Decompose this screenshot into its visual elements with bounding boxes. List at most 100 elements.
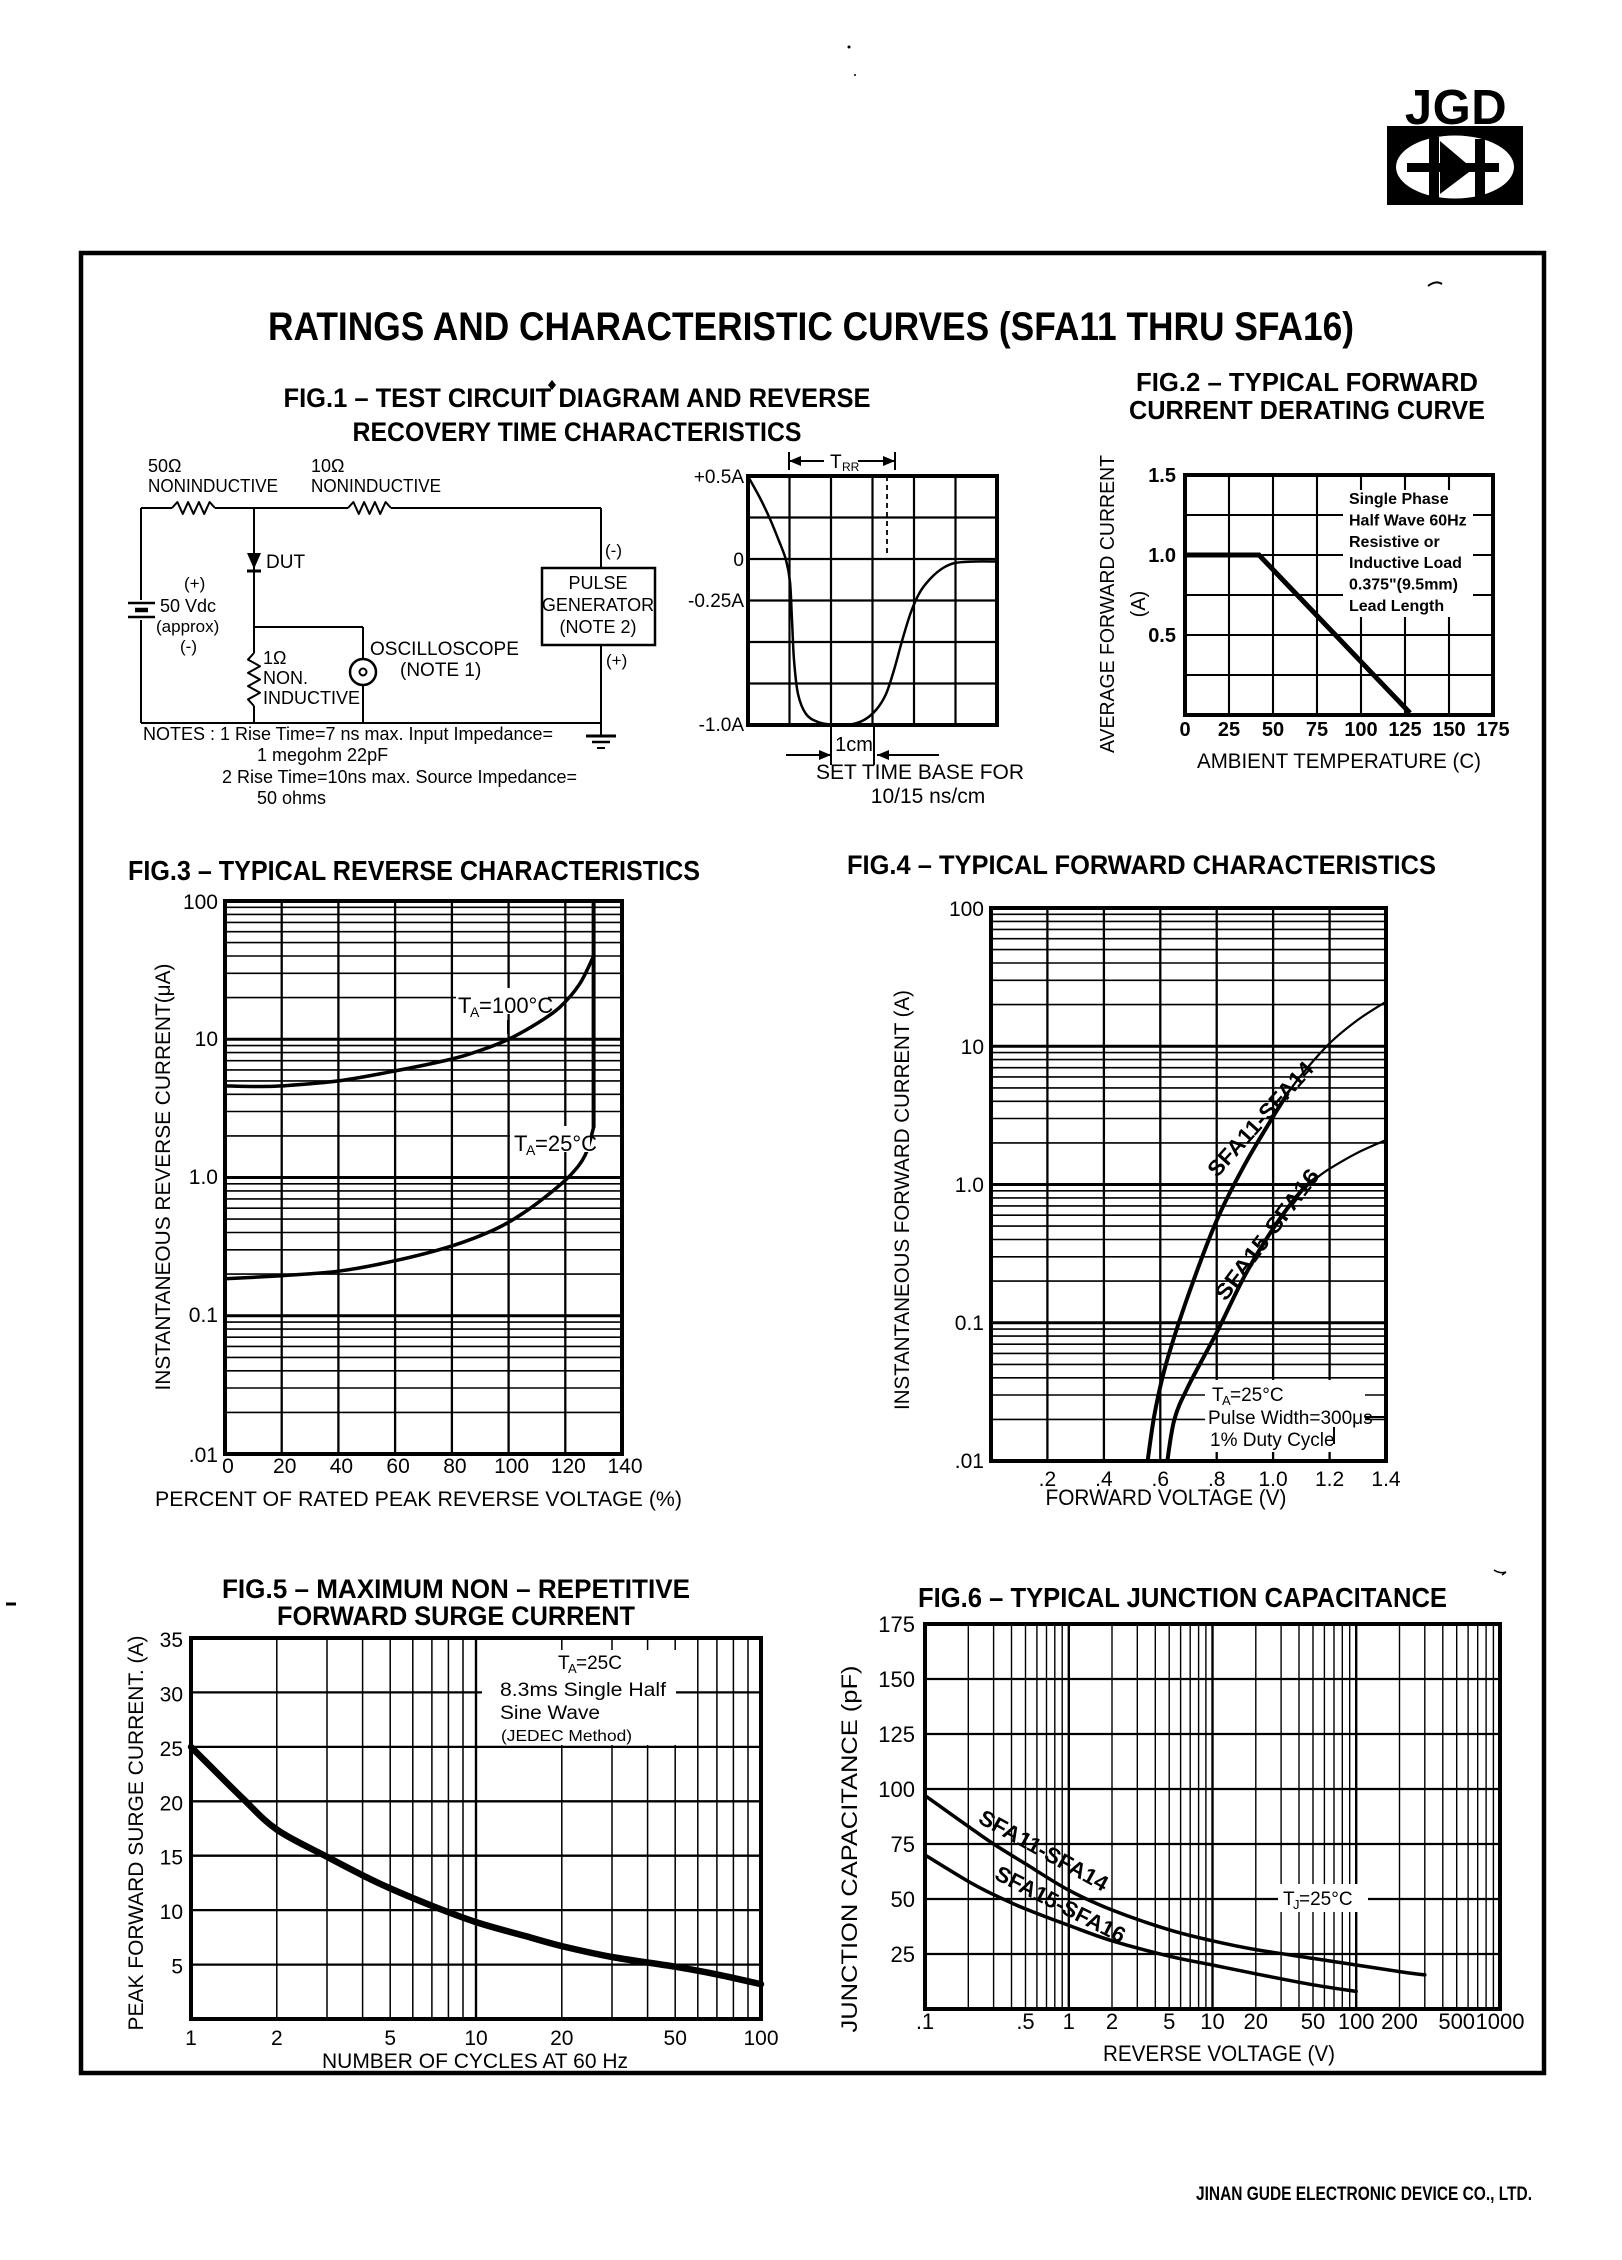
svg-text:FORWARD SURGE CURRENT: FORWARD SURGE CURRENT bbox=[277, 1601, 635, 1631]
svg-text:REVERSE VOLTAGE (V): REVERSE VOLTAGE (V) bbox=[1103, 2041, 1335, 2066]
svg-text:5: 5 bbox=[384, 2027, 396, 2050]
svg-text:1: 1 bbox=[185, 2027, 197, 2050]
svg-text:.2: .2 bbox=[1039, 1468, 1057, 1491]
svg-text:INSTANTANEOUS REVERSE CURRENT(: INSTANTANEOUS REVERSE CURRENT(μA) bbox=[152, 964, 175, 1391]
svg-text:NONINDUCTIVE: NONINDUCTIVE bbox=[311, 476, 441, 496]
svg-text:5: 5 bbox=[171, 1956, 183, 1979]
svg-text:-0.25A: -0.25A bbox=[688, 591, 744, 612]
svg-text:A: A bbox=[526, 1142, 536, 1158]
svg-text:T: T bbox=[1212, 1385, 1224, 1406]
svg-text:T: T bbox=[558, 1653, 570, 1674]
svg-text:100: 100 bbox=[949, 898, 984, 921]
svg-text:Resistive or: Resistive or bbox=[1349, 534, 1440, 551]
svg-text:20: 20 bbox=[550, 2027, 573, 2050]
svg-text:T: T bbox=[514, 1131, 527, 1156]
svg-text:.6: .6 bbox=[1152, 1468, 1170, 1491]
svg-text:.01: .01 bbox=[955, 1450, 984, 1473]
svg-text:10Ω: 10Ω bbox=[311, 456, 344, 476]
svg-text:50: 50 bbox=[891, 1887, 915, 1912]
svg-text:FIG.4 – TYPICAL FORWARD CHARA: FIG.4 – TYPICAL FORWARD CHARACTERISTICS bbox=[847, 850, 1436, 880]
svg-text:FIG.3 – TYPICAL REVERSE CHAR: FIG.3 – TYPICAL REVERSE CHARACTERISTICS bbox=[128, 855, 700, 886]
svg-text:=25°C: =25°C bbox=[1230, 1385, 1284, 1406]
svg-text:2: 2 bbox=[271, 2027, 283, 2050]
svg-text:J: J bbox=[1293, 1897, 1300, 1912]
svg-text:100: 100 bbox=[1344, 719, 1377, 741]
svg-text:PULSE: PULSE bbox=[568, 573, 627, 593]
svg-text:100: 100 bbox=[1338, 2009, 1375, 2034]
svg-text:200: 200 bbox=[1381, 2009, 1418, 2034]
svg-text:0: 0 bbox=[222, 1455, 234, 1478]
svg-text:GENERATOR: GENERATOR bbox=[542, 595, 654, 615]
svg-text:1.5: 1.5 bbox=[1148, 465, 1176, 487]
svg-text:=25°C: =25°C bbox=[1299, 1889, 1353, 1910]
svg-text:SET TIME BASE FOR: SET TIME BASE FOR bbox=[816, 761, 1024, 784]
svg-text:=25°C: =25°C bbox=[535, 1131, 597, 1156]
svg-text:50 ohms: 50 ohms bbox=[257, 788, 326, 808]
svg-text:(-): (-) bbox=[180, 637, 197, 656]
svg-text:FIG.5 – MAXIMUM NON – REPETITI: FIG.5 – MAXIMUM NON – REPETITIVE bbox=[222, 1574, 690, 1604]
svg-text:.5: .5 bbox=[1016, 2009, 1034, 2034]
svg-text:JINAN GUDE ELECTRONIC DEVICE C: JINAN GUDE ELECTRONIC DEVICE CO., LTD. bbox=[1196, 2184, 1532, 2205]
svg-text:Single Phase: Single Phase bbox=[1349, 491, 1449, 508]
svg-text:1 megohm 22pF: 1 megohm 22pF bbox=[257, 745, 388, 765]
svg-text:(NOTE 2): (NOTE 2) bbox=[559, 617, 636, 637]
svg-text:0.375"(9.5mm): 0.375"(9.5mm) bbox=[1349, 577, 1458, 594]
svg-text:10: 10 bbox=[464, 2027, 487, 2050]
svg-text:FIG.1 – TEST CIRCUIT DIAGRAM A: FIG.1 – TEST CIRCUIT DIAGRAM AND REVERSE bbox=[284, 383, 871, 413]
svg-text:DUT: DUT bbox=[266, 552, 305, 573]
svg-text:0.1: 0.1 bbox=[189, 1304, 218, 1327]
svg-text:2 Rise Time=10ns max. Source: 2 Rise Time=10ns max. Source Impedance= bbox=[222, 767, 577, 787]
svg-text:175: 175 bbox=[878, 1612, 915, 1637]
svg-text:.01: .01 bbox=[189, 1444, 218, 1467]
svg-text:2: 2 bbox=[1106, 2009, 1118, 2034]
svg-text:PEAK FORWARD SURGE CURRENT. (A: PEAK FORWARD SURGE CURRENT. (A) bbox=[125, 1636, 148, 2031]
svg-text:.8: .8 bbox=[1208, 1468, 1226, 1491]
svg-text:75: 75 bbox=[1306, 719, 1328, 741]
svg-text:1.0: 1.0 bbox=[1148, 545, 1176, 567]
svg-text:1% Duty Cycle: 1% Duty Cycle bbox=[1210, 1430, 1335, 1451]
svg-text:10: 10 bbox=[160, 1901, 183, 1924]
svg-text:A: A bbox=[470, 1004, 480, 1020]
svg-text:1.2: 1.2 bbox=[1315, 1468, 1344, 1491]
svg-text:125: 125 bbox=[878, 1722, 915, 1747]
svg-text:=100°C: =100°C bbox=[479, 993, 553, 1018]
svg-text:0.1: 0.1 bbox=[955, 1312, 984, 1335]
svg-text:(+): (+) bbox=[606, 651, 627, 670]
svg-text:60: 60 bbox=[386, 1455, 409, 1478]
svg-text:25: 25 bbox=[1218, 719, 1240, 741]
svg-text:-1.0A: -1.0A bbox=[699, 715, 745, 736]
svg-text:50: 50 bbox=[1301, 2009, 1325, 2034]
svg-text:RATINGS AND CHARACTERISTIC CUR: RATINGS AND CHARACTERISTIC CURVES (SFA11… bbox=[268, 305, 1354, 349]
svg-text:20: 20 bbox=[1244, 2009, 1268, 2034]
svg-text:50: 50 bbox=[664, 2027, 687, 2050]
svg-text:20: 20 bbox=[273, 1455, 296, 1478]
svg-text:1.0: 1.0 bbox=[189, 1166, 218, 1189]
svg-text:(-): (-) bbox=[605, 541, 622, 560]
svg-text:100: 100 bbox=[494, 1455, 529, 1478]
svg-text:175: 175 bbox=[1476, 719, 1509, 741]
svg-text:(approx): (approx) bbox=[156, 617, 219, 636]
svg-text:120: 120 bbox=[551, 1455, 586, 1478]
svg-text:RR: RR bbox=[842, 460, 860, 474]
svg-text:10: 10 bbox=[1200, 2009, 1224, 2034]
svg-text:Lead Length: Lead Length bbox=[1349, 598, 1444, 615]
svg-text:Inductive Load: Inductive Load bbox=[1349, 555, 1462, 572]
svg-text:NONINDUCTIVE: NONINDUCTIVE bbox=[148, 476, 278, 496]
svg-text:150: 150 bbox=[878, 1667, 915, 1692]
svg-text:10/15 ns/cm: 10/15 ns/cm bbox=[871, 785, 985, 808]
svg-text:1cm: 1cm bbox=[835, 734, 873, 756]
svg-text:AMBIENT TEMPERATURE (C): AMBIENT TEMPERATURE (C) bbox=[1197, 750, 1481, 773]
svg-text:Half Wave 60Hz: Half Wave 60Hz bbox=[1349, 512, 1467, 529]
svg-text:Sine Wave: Sine Wave bbox=[500, 1703, 600, 1724]
svg-text:50Ω: 50Ω bbox=[148, 456, 181, 476]
svg-text:(JEDEC Method): (JEDEC Method) bbox=[501, 1728, 632, 1745]
svg-text:T: T bbox=[1283, 1889, 1295, 1910]
svg-text:FIG.2 – TYPICAL FORWARD: FIG.2 – TYPICAL FORWARD bbox=[1136, 367, 1478, 397]
svg-text:1000: 1000 bbox=[1476, 2009, 1525, 2034]
svg-text:1.0: 1.0 bbox=[955, 1174, 984, 1197]
svg-text:(NOTE 1): (NOTE 1) bbox=[400, 660, 481, 681]
svg-text:100: 100 bbox=[183, 891, 218, 914]
svg-text:=25C: =25C bbox=[576, 1653, 622, 1674]
svg-text:FIG.6 – TYPICAL JUNCTION CAPAC: FIG.6 – TYPICAL JUNCTION CAPACITANCE bbox=[918, 1582, 1447, 1613]
svg-text:AVERAGE FORWARD CURRENT: AVERAGE FORWARD CURRENT bbox=[1097, 455, 1119, 753]
